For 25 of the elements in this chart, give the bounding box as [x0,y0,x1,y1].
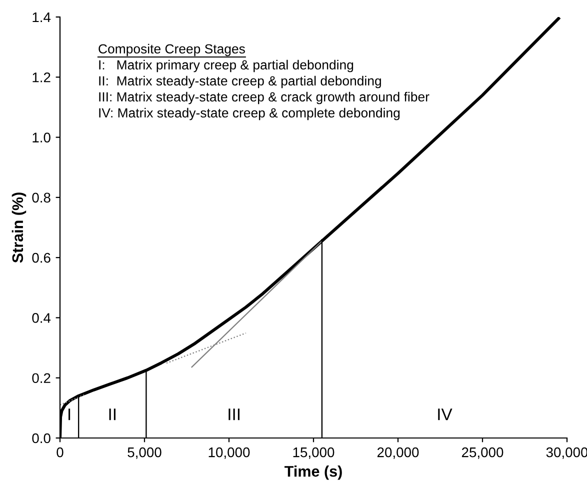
y-axis-title: Strain (%) [12,192,26,263]
annotation: IV [438,408,452,420]
annotation: III: Matrix steady-state creep & crack growth around fiber [99,92,430,104]
annotation: II: Matrix steady-state creep & partial debonding [99,76,381,88]
annotation: Composite Creep Stages [98,44,245,56]
annotation: II [109,408,116,420]
y-tick-label: 0.4 [32,313,51,323]
y-tick-label: 0.2 [32,373,50,384]
x-axis-title: Time (s) [284,466,342,480]
x-tick-label: 25,000 [462,447,504,459]
y-tick-label: 1.4 [32,12,51,22]
annotation: I: Matrix primary creep & partial debonding [99,60,354,72]
annotation: III [228,408,240,420]
annotation: I [68,408,70,420]
x-tick-label: 5,000 [128,447,162,459]
x-tick-label: 20,000 [377,447,419,459]
y-tick-label: 0.6 [32,252,50,263]
y-tick-label: 0.0 [32,433,50,444]
x-tick-label: 0 [56,447,64,458]
y-tick-label: 1.0 [32,132,50,142]
x-tick-label: 15,000 [293,447,334,459]
y-tick-label: 0.8 [32,192,50,203]
annotation: IV: Matrix steady-state creep & complete debonding [99,108,400,120]
y-tick-label: 1.2 [32,72,50,82]
x-tick-label: 10,000 [208,447,250,459]
